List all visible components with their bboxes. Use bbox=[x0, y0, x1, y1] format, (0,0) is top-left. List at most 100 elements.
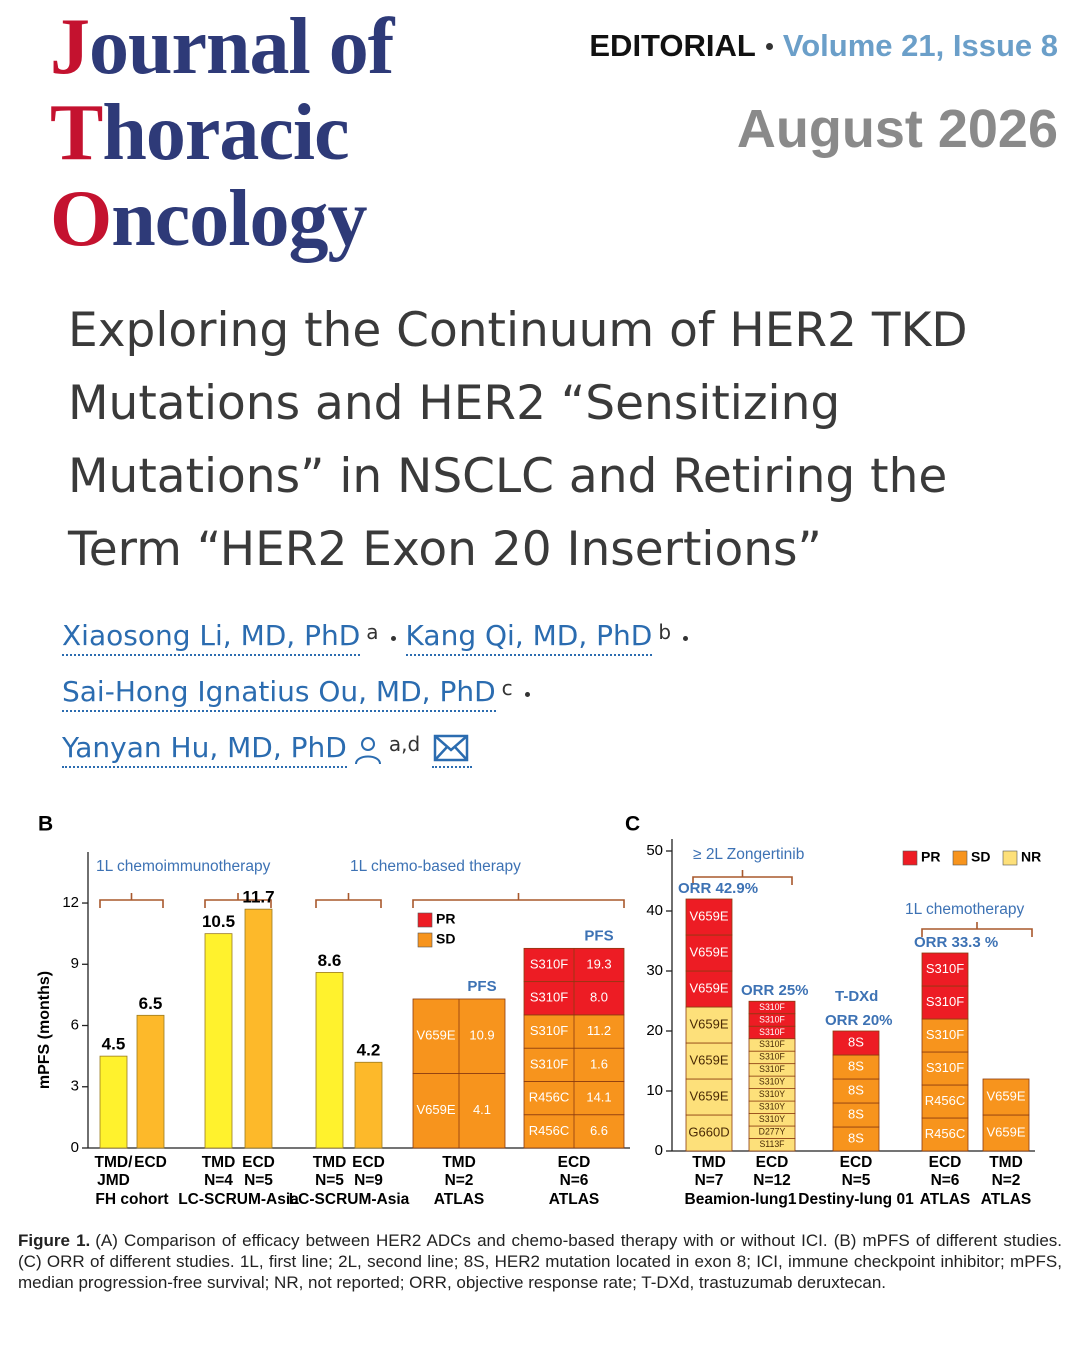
bar-segment bbox=[685, 934, 733, 972]
x-tick-label: N=5 bbox=[842, 1172, 871, 1189]
journal-line: Oncology bbox=[50, 175, 367, 263]
pfs-label: 8.0 bbox=[590, 990, 608, 1005]
legend-label: SD bbox=[436, 931, 455, 947]
pfs-label: 11.2 bbox=[587, 1023, 611, 1038]
figure-caption: Figure 1. (A) Comparison of efficacy betw… bbox=[18, 1230, 1062, 1293]
x-tick-label: TMD bbox=[692, 1154, 726, 1171]
segment-label: S310Y bbox=[759, 1102, 785, 1112]
annotation: 1L chemotherapy bbox=[905, 901, 1024, 918]
segment-label: V659E bbox=[986, 1124, 1025, 1139]
x-tick-label: JMD bbox=[97, 1172, 130, 1189]
segment-label: 8S bbox=[848, 1082, 864, 1097]
segment-label: D277Y bbox=[759, 1127, 786, 1137]
bar bbox=[354, 1061, 383, 1149]
x-tick-label: N=5 bbox=[244, 1172, 273, 1189]
bar-segment bbox=[685, 898, 733, 936]
pfs-label: 19.3 bbox=[586, 956, 611, 971]
caption-label: Figure 1. bbox=[18, 1231, 91, 1250]
bar-segment bbox=[685, 1042, 733, 1080]
segment-label: S310Y bbox=[759, 1089, 785, 1099]
bar-segment bbox=[921, 952, 969, 987]
x-tick-label: N=5 bbox=[315, 1172, 344, 1189]
bar-segment bbox=[982, 1078, 1030, 1116]
segment-label: S310F bbox=[530, 990, 568, 1005]
segment-label: G660D bbox=[688, 1124, 729, 1139]
value-label: 4.2 bbox=[357, 1041, 381, 1060]
segment-label: 8S bbox=[848, 1058, 864, 1073]
bracket bbox=[412, 893, 625, 908]
author-name[interactable]: Yanyan Hu, MD, PhD bbox=[62, 730, 347, 768]
annotation: 1L chemoimmunotherapy bbox=[96, 858, 271, 875]
annotation: 1L chemo-based therapy bbox=[350, 858, 521, 875]
x-tick-label: N=4 bbox=[204, 1172, 233, 1189]
x-tick-label: ECD bbox=[840, 1154, 873, 1171]
bar-segment bbox=[685, 1114, 733, 1152]
study-label: Destiny-lung 01 bbox=[798, 1191, 914, 1208]
x-tick-label: N=6 bbox=[560, 1172, 589, 1189]
orr-label: ORR 20% bbox=[825, 1012, 893, 1029]
author-name[interactable]: Sai-Hong Ignatius Ou, MD, PhD bbox=[62, 674, 496, 712]
person-icon bbox=[354, 737, 381, 765]
title-line: Mutations and HER2 “Sensitizing bbox=[68, 376, 841, 431]
x-tick-label: N=12 bbox=[753, 1172, 791, 1189]
segment-label: S310F bbox=[759, 1039, 785, 1049]
value-label: 8.6 bbox=[318, 951, 342, 970]
author-row: Yanyan Hu, MD, PhD a,d bbox=[62, 722, 698, 778]
section: EDITORIAL bbox=[589, 28, 756, 63]
x-tick-label: ECD bbox=[352, 1154, 385, 1171]
bar-segment bbox=[748, 1000, 796, 1015]
segment-label: S310Y bbox=[759, 1114, 785, 1124]
bar-segment bbox=[832, 1030, 880, 1056]
author-list: Xiaosong Li, MD, PhD a Kang Qi, MD, PhD … bbox=[62, 610, 698, 778]
segment-label: R456C bbox=[925, 1126, 965, 1141]
segment-label: S310F bbox=[926, 1060, 964, 1075]
separator-dot bbox=[390, 635, 396, 641]
legend-swatch bbox=[1002, 850, 1018, 866]
bracket bbox=[692, 870, 793, 885]
pfs-label: 10.9 bbox=[469, 1028, 494, 1043]
y-tick-label: 40 bbox=[646, 902, 663, 919]
article-title: Exploring the Continuum of HER2 TKD Muta… bbox=[68, 294, 968, 586]
bar-segment bbox=[685, 970, 733, 1008]
x-tick-label: N=2 bbox=[992, 1172, 1021, 1189]
affiliation: a bbox=[366, 620, 379, 644]
legend-swatch bbox=[902, 850, 918, 866]
bar bbox=[99, 1055, 128, 1149]
segment-label: S310F bbox=[759, 1064, 785, 1074]
bracket bbox=[315, 893, 382, 908]
issue-meta: EDITORIAL Volume 21, Issue 8 bbox=[589, 28, 1058, 64]
pfs-label: 6.6 bbox=[590, 1123, 608, 1138]
author-name[interactable]: Xiaosong Li, MD, PhD bbox=[62, 618, 361, 656]
bar bbox=[204, 933, 233, 1149]
x-tick-label: TMD bbox=[989, 1154, 1023, 1171]
segment-label: V659E bbox=[689, 1052, 728, 1067]
value-label: 10.5 bbox=[202, 912, 235, 931]
segment-label: S310F bbox=[530, 956, 568, 971]
study-label: Beamion-lung1 bbox=[685, 1191, 797, 1208]
separator-dot bbox=[524, 691, 530, 697]
journal-line: Thoracic bbox=[50, 89, 350, 177]
segment-label: V659E bbox=[689, 1016, 728, 1031]
segment-label: V659E bbox=[416, 1102, 455, 1117]
email-icon[interactable] bbox=[432, 732, 473, 768]
author-name[interactable]: Kang Qi, MD, PhD bbox=[405, 618, 653, 656]
x-tick-label: ECD bbox=[134, 1154, 167, 1171]
issue[interactable]: Volume 21, Issue 8 bbox=[782, 28, 1058, 63]
value-label: 11.7 bbox=[242, 888, 274, 907]
separator-dot bbox=[683, 635, 689, 641]
affiliation: b bbox=[658, 620, 672, 644]
y-tick-label: 12 bbox=[62, 894, 79, 911]
panel-label: C bbox=[625, 813, 640, 836]
legend-label: PR bbox=[436, 911, 455, 927]
segment-label: R456C bbox=[529, 1123, 569, 1138]
orr-label: ORR 42.9% bbox=[678, 880, 758, 897]
segment-label: S310F bbox=[926, 1027, 964, 1042]
legend-swatch bbox=[417, 912, 433, 928]
x-tick-label: ECD bbox=[756, 1154, 789, 1171]
bar-segment bbox=[685, 1078, 733, 1116]
y-tick-label: 10 bbox=[646, 1082, 663, 1099]
segment-label: S113F bbox=[759, 1139, 784, 1149]
legend-label: PR bbox=[921, 849, 940, 865]
